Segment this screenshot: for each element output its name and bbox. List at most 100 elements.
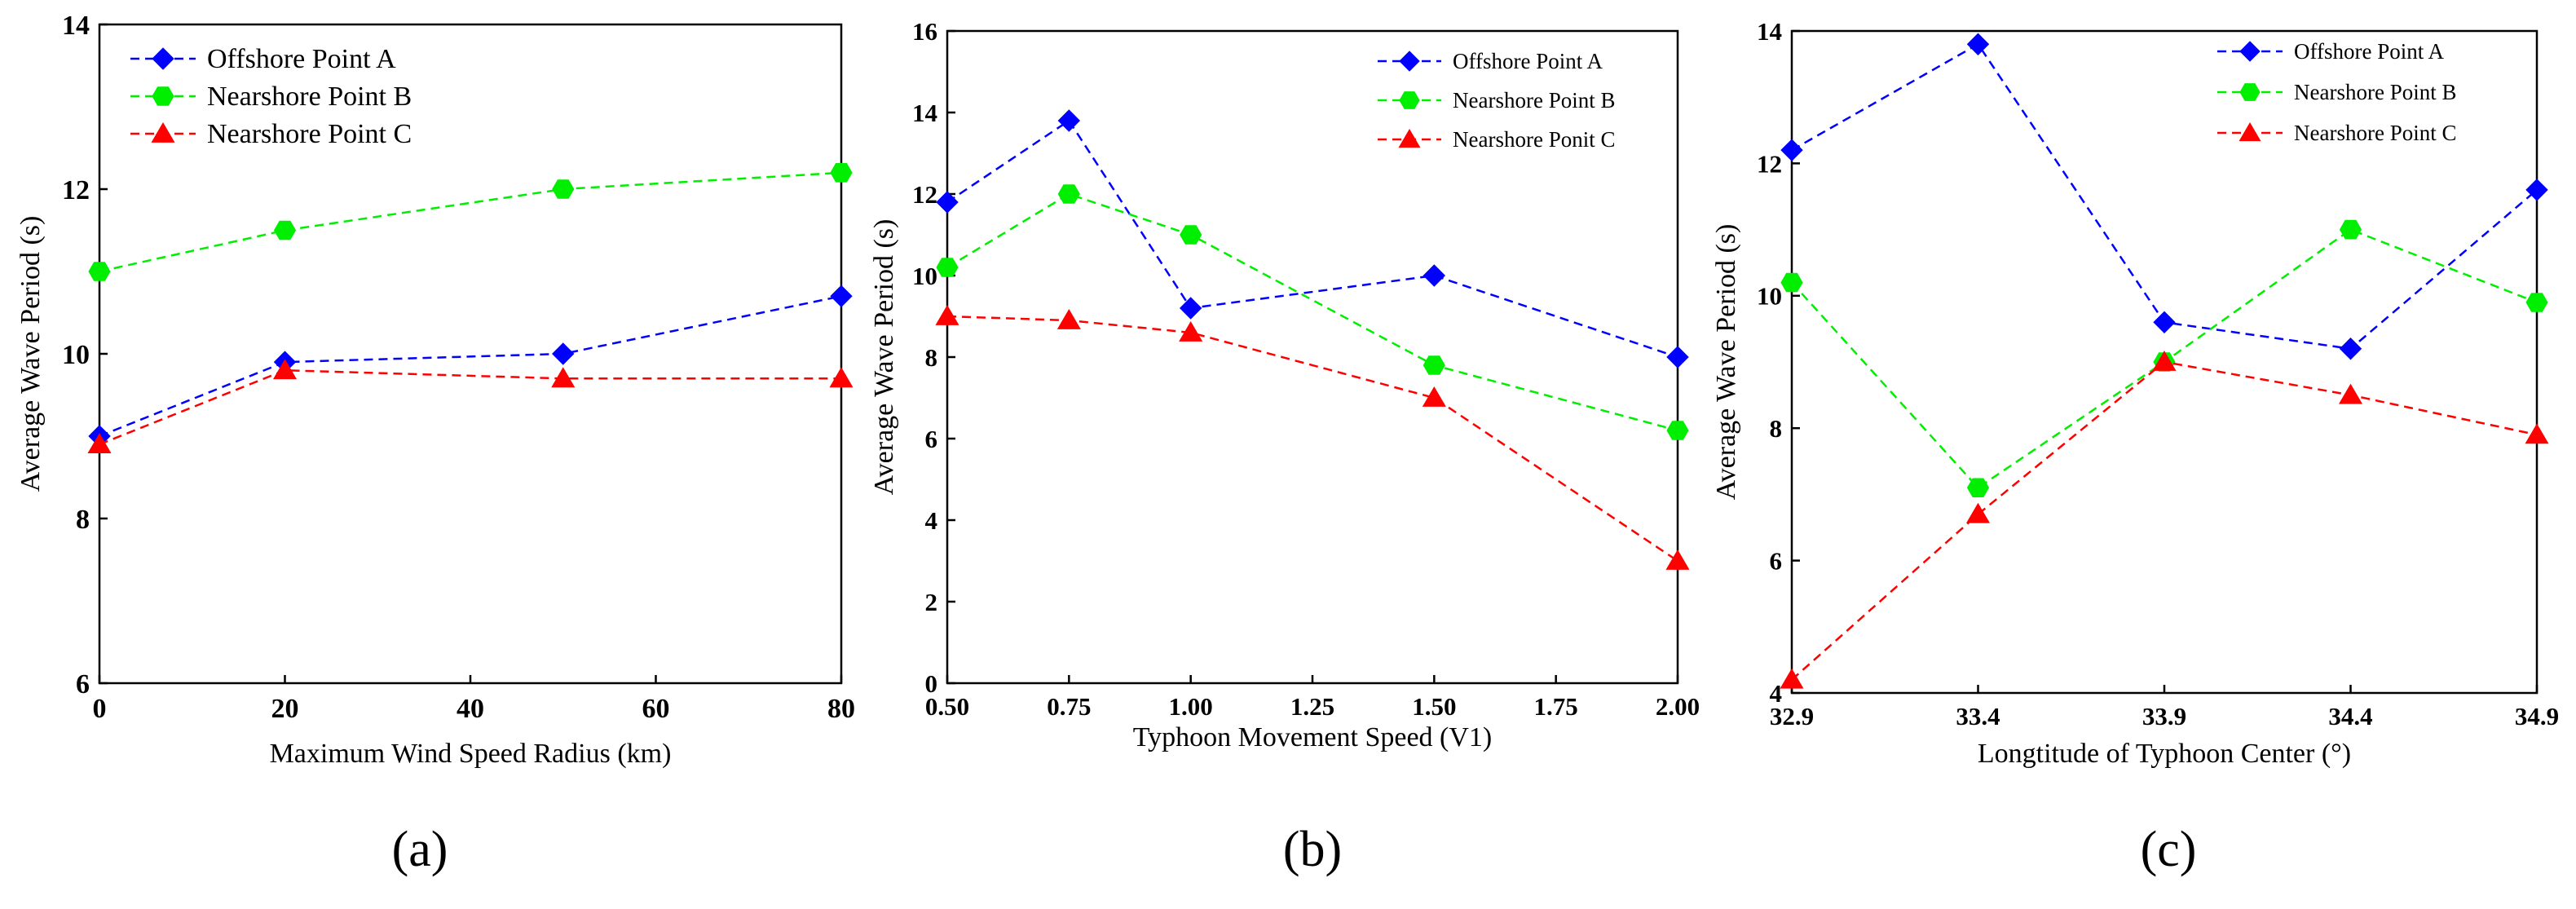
series-line-offshore-point-a xyxy=(99,295,842,438)
legend-marker-hexagon xyxy=(152,86,174,106)
x-axis-label: Longtitude of Typhoon Center (°) xyxy=(1978,739,2351,769)
series-nearshore-point-c xyxy=(87,359,854,453)
data-point-hexagon xyxy=(88,262,111,281)
data-point-hexagon xyxy=(2525,293,2548,312)
x-tick-label: 1.75 xyxy=(1534,692,1578,721)
legend-marker-hexagon xyxy=(1399,91,1420,109)
data-point-diamond xyxy=(1179,297,1202,320)
x-tick-label: 0 xyxy=(93,694,107,724)
data-point-triangle xyxy=(2525,423,2549,444)
data-point-hexagon xyxy=(2339,219,2362,240)
legend-marker-triangle xyxy=(1398,129,1421,148)
legend-label: Offshore Point A xyxy=(2294,39,2445,64)
y-tick-label: 12 xyxy=(912,180,937,209)
legend-marker-triangle xyxy=(151,122,175,143)
y-tick-label: 14 xyxy=(1757,17,1782,46)
data-point-triangle xyxy=(1179,321,1203,342)
x-tick-label: 1.50 xyxy=(1412,692,1456,721)
data-point-triangle xyxy=(829,367,854,388)
x-tick-label: 33.9 xyxy=(2142,702,2186,730)
legend-item-nearshore-point-b: Nearshore Point B xyxy=(130,82,412,112)
y-tick-label: 6 xyxy=(925,425,938,453)
panel-label: (b) xyxy=(1283,822,1342,877)
series-line-nearshore-point-c xyxy=(1791,360,2538,681)
legend-marker-hexagon xyxy=(2239,83,2261,101)
y-tick-label: 12 xyxy=(1757,149,1782,178)
y-tick-label: 10 xyxy=(62,340,90,370)
data-point-triangle xyxy=(87,433,112,453)
data-point-triangle xyxy=(1056,309,1081,329)
data-point-diamond xyxy=(2525,179,2548,201)
series-nearshore-point-b xyxy=(936,184,1689,440)
x-axis-label: Typhoon Movement Speed (V1) xyxy=(1133,722,1493,752)
y-tick-label: 14 xyxy=(912,99,937,127)
data-point-hexagon xyxy=(1666,421,1689,440)
data-point-diamond xyxy=(1966,33,1990,55)
data-point-hexagon xyxy=(1180,225,1202,245)
data-point-hexagon xyxy=(552,179,575,199)
data-point-triangle xyxy=(2152,351,2177,371)
y-tick-label: 4 xyxy=(1770,679,1783,708)
data-point-triangle xyxy=(1422,386,1446,407)
x-tick-label: 20 xyxy=(271,694,299,724)
legend-marker-diamond xyxy=(2239,41,2261,62)
x-tick-label: 1.00 xyxy=(1169,692,1213,721)
legend-label: Nearshore Ponit C xyxy=(1453,127,1615,152)
x-tick-label: 32.9 xyxy=(1770,702,1814,730)
y-tick-label: 2 xyxy=(925,588,938,616)
y-tick-label: 10 xyxy=(1757,282,1782,311)
data-point-triangle xyxy=(935,305,959,325)
x-tick-label: 34.9 xyxy=(2515,702,2559,730)
x-tick-label: 0.50 xyxy=(925,692,969,721)
data-point-diamond xyxy=(1057,109,1081,132)
chart-panel-c: 32.9 33.4 33.9 34.4 34.9 4 6 8 10 12 14 Longtitude … xyxy=(1711,17,2559,877)
data-point-hexagon xyxy=(830,163,853,183)
y-tick-label: 6 xyxy=(1770,546,1783,575)
x-tick-label: 0.75 xyxy=(1047,692,1091,721)
y-tick-label: 10 xyxy=(912,262,937,290)
data-point-diamond xyxy=(830,285,853,308)
x-tick-label: 2.00 xyxy=(1656,692,1700,721)
legend-item-offshore-point-a: Offshore Point A xyxy=(130,44,396,74)
legend-label: Nearshore Point C xyxy=(2294,121,2456,145)
series-line-nearshore-point-b xyxy=(946,192,1678,432)
legend-label: Nearshore Point B xyxy=(207,82,412,112)
legend-label: Offshore Point A xyxy=(207,44,396,74)
data-point-hexagon xyxy=(273,220,297,240)
y-axis-label: Average Wave Period (s) xyxy=(869,219,899,496)
legend-marker-triangle xyxy=(2239,122,2261,142)
legend: Offshore Point A Nearshore Point B Nearsho… xyxy=(2217,39,2456,145)
x-tick-label: 34.4 xyxy=(2328,702,2372,730)
x-tick-label: 33.4 xyxy=(1956,702,2000,730)
y-tick-label: 6 xyxy=(76,669,90,699)
y-axis-label: Average Wave Period (s) xyxy=(15,216,46,492)
series-offshore-point-a xyxy=(88,285,853,448)
data-point-diamond xyxy=(2339,338,2362,360)
data-point-triangle xyxy=(272,359,298,380)
legend: Offshore Point A Nearshore Point B Nearsho… xyxy=(1378,49,1615,152)
chart-panel-b: 0.50 0.75 1.00 1.25 1.50 1.75 2.00 0 2 4 6 8 10 12 14 1… xyxy=(869,17,1700,877)
data-point-diamond xyxy=(1780,139,1803,161)
legend: Offshore Point A Nearshore Point B Nearsho… xyxy=(130,44,412,149)
y-tick-label: 16 xyxy=(912,17,937,46)
y-tick-label: 12 xyxy=(62,175,90,205)
data-point-diamond xyxy=(2153,311,2176,333)
y-tick-label: 0 xyxy=(925,669,938,698)
data-point-hexagon xyxy=(936,258,959,277)
y-tick-label: 14 xyxy=(62,11,90,41)
series-nearshore-point-c xyxy=(1780,351,2549,689)
panel-label: (c) xyxy=(2141,822,2197,877)
y-tick-label: 8 xyxy=(76,505,90,535)
x-tick-label: 80 xyxy=(827,694,855,724)
data-point-diamond xyxy=(1666,346,1689,368)
legend-item-nearshore-point-b: Nearshore Point B xyxy=(1378,88,1615,113)
data-point-diamond xyxy=(936,191,959,214)
series-line-nearshore-ponit-c xyxy=(946,315,1678,563)
legend-item-offshore-point-a: Offshore Point A xyxy=(1378,49,1603,73)
legend-label: Nearshore Point B xyxy=(2294,80,2456,104)
y-tick-label: 8 xyxy=(1770,414,1783,443)
data-point-triangle xyxy=(1965,502,1991,523)
data-point-triangle xyxy=(1780,668,1804,689)
x-tick-label: 60 xyxy=(642,694,670,724)
legend-marker-diamond xyxy=(152,47,174,70)
